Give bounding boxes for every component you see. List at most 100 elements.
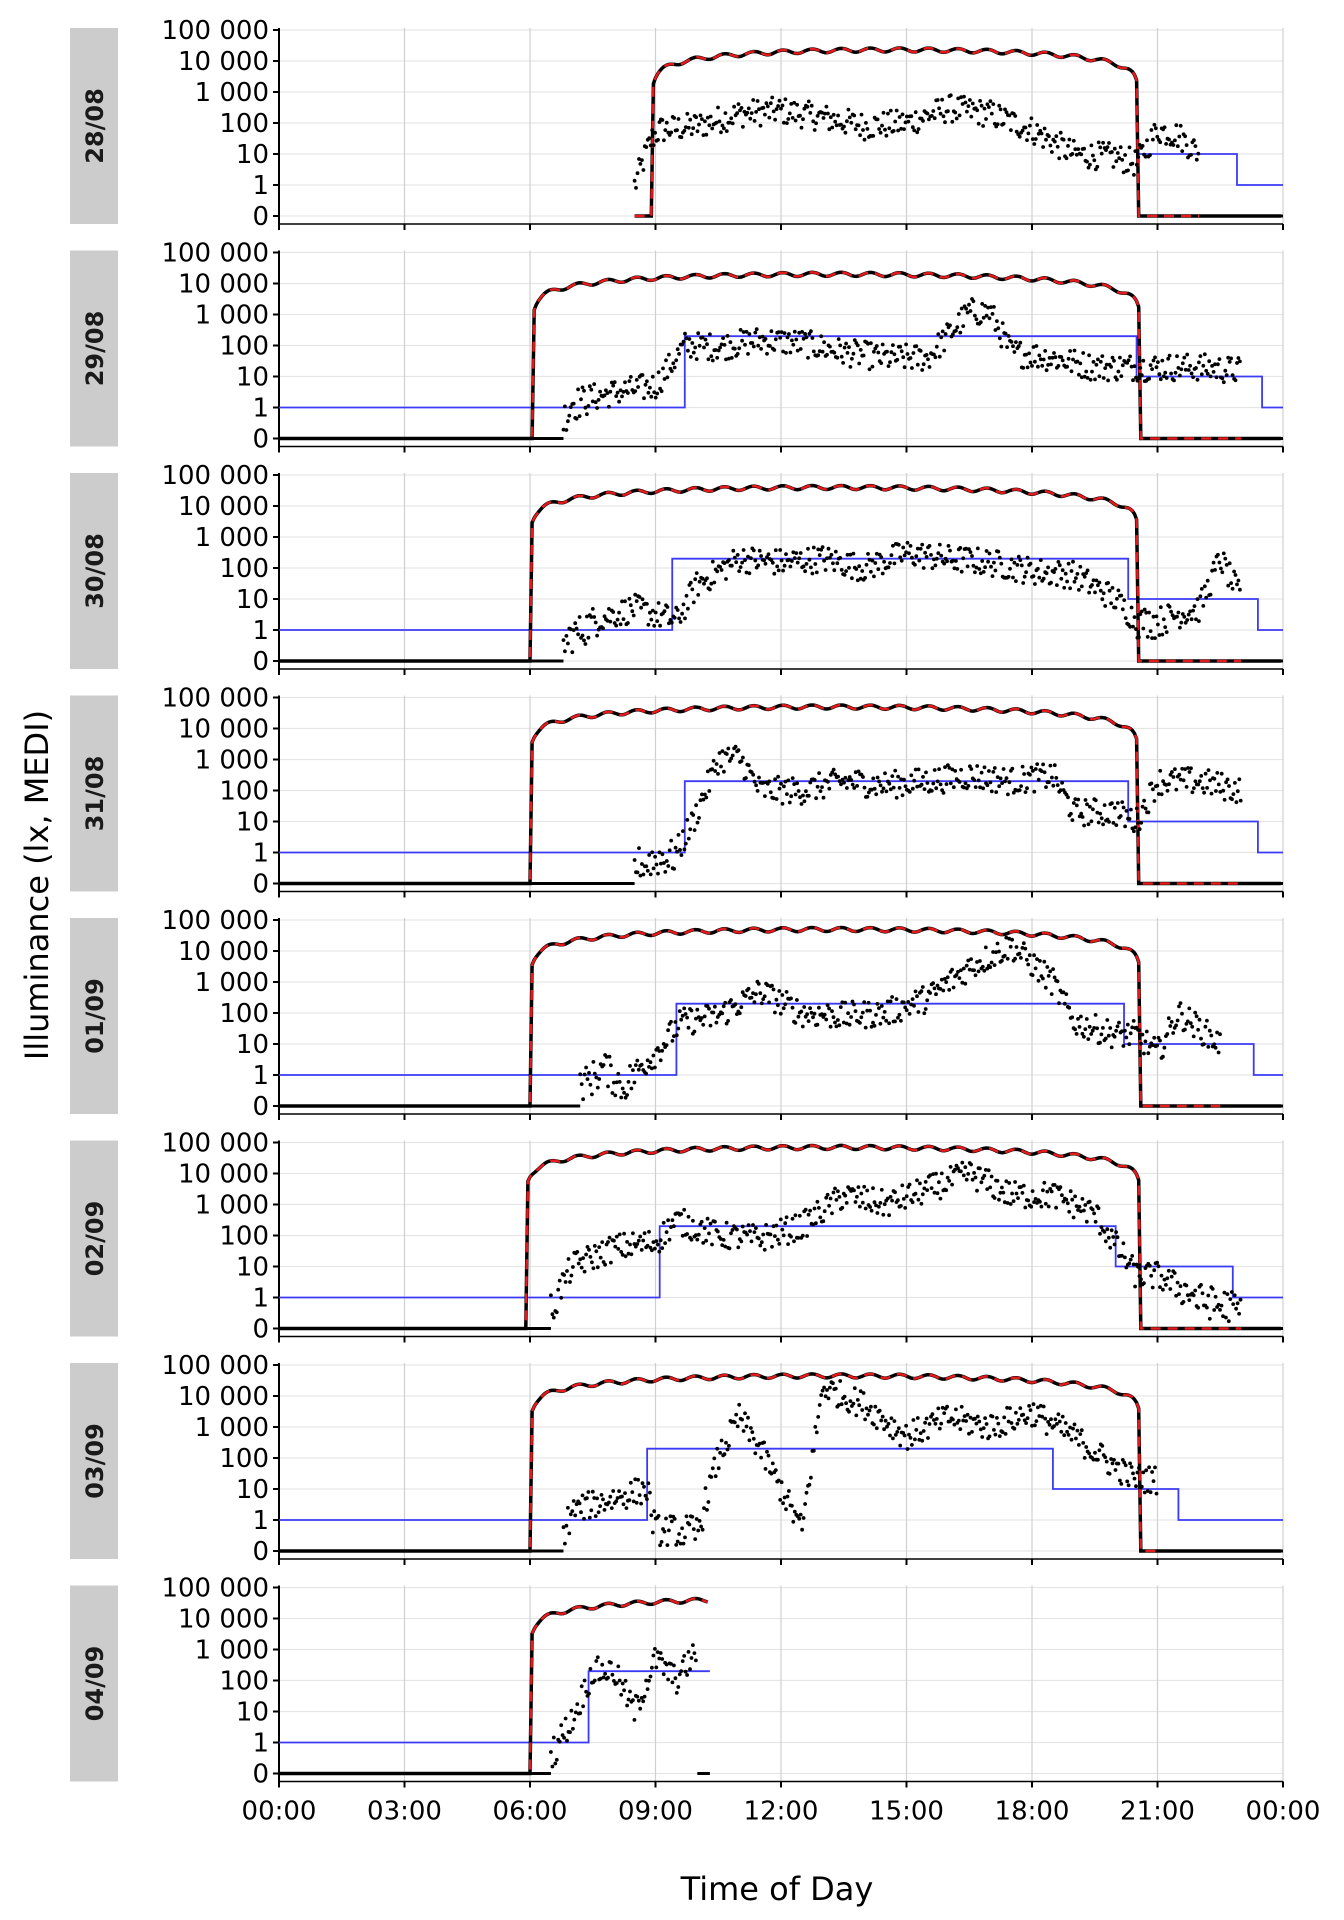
data-point xyxy=(1121,1241,1126,1246)
data-point xyxy=(787,558,791,562)
data-point xyxy=(1210,1287,1215,1291)
data-point xyxy=(1071,1426,1075,1431)
data-point xyxy=(676,1685,681,1689)
data-point xyxy=(645,868,650,873)
data-point xyxy=(889,553,894,558)
data-point xyxy=(637,595,642,599)
data-point xyxy=(630,1490,635,1494)
data-point xyxy=(1191,1034,1196,1039)
data-point xyxy=(1096,140,1101,145)
data-point xyxy=(1027,1404,1031,1408)
data-point xyxy=(1175,614,1179,619)
data-point xyxy=(923,1420,927,1425)
data-point xyxy=(824,1195,829,1200)
data-point xyxy=(585,614,589,619)
data-point xyxy=(815,1199,820,1204)
data-point xyxy=(841,361,845,365)
data-point xyxy=(634,378,639,382)
data-point xyxy=(658,1543,662,1548)
data-point xyxy=(639,1248,644,1252)
y-tick-label: 1 000 xyxy=(195,746,269,776)
data-point xyxy=(789,996,793,1001)
data-point xyxy=(698,113,703,118)
data-point xyxy=(978,320,983,325)
data-point xyxy=(992,1196,997,1200)
data-point xyxy=(635,1242,640,1246)
data-point xyxy=(667,1528,671,1533)
data-point xyxy=(619,1692,624,1697)
data-point xyxy=(728,340,733,345)
data-point xyxy=(1021,581,1026,585)
data-point xyxy=(837,1023,842,1028)
data-point xyxy=(1096,1206,1101,1211)
data-point xyxy=(612,380,617,385)
data-point xyxy=(1104,1459,1109,1464)
data-point xyxy=(723,1244,728,1249)
data-point xyxy=(994,790,999,794)
data-point xyxy=(1069,369,1074,374)
data-point xyxy=(591,1060,596,1064)
y-tick-label: 0 xyxy=(252,1760,269,1790)
data-point xyxy=(1020,128,1025,133)
data-point xyxy=(790,1503,794,1508)
data-point xyxy=(1172,378,1176,383)
data-point xyxy=(587,1071,591,1075)
data-point xyxy=(1032,953,1036,958)
facet-label: 31/08 xyxy=(81,756,109,832)
data-point xyxy=(1149,1273,1154,1278)
data-point xyxy=(727,356,731,361)
data-point xyxy=(647,1678,651,1683)
data-point xyxy=(791,550,796,555)
data-point xyxy=(1034,344,1039,348)
data-point xyxy=(732,1420,737,1425)
data-point xyxy=(1069,1437,1074,1442)
data-point xyxy=(713,1474,718,1479)
data-point xyxy=(915,994,919,999)
data-point xyxy=(961,1173,966,1178)
data-point xyxy=(923,1007,928,1011)
data-point xyxy=(1142,1490,1147,1495)
data-point xyxy=(1218,1308,1222,1312)
data-point xyxy=(934,1171,938,1176)
data-point xyxy=(585,1077,590,1081)
data-point xyxy=(1235,1301,1240,1306)
data-point xyxy=(846,778,851,782)
data-point xyxy=(970,554,974,558)
data-point xyxy=(861,1391,866,1395)
data-point xyxy=(1037,353,1042,358)
data-point xyxy=(784,1507,788,1512)
data-point xyxy=(705,769,710,774)
data-point xyxy=(1078,361,1083,366)
data-point xyxy=(1004,935,1009,940)
data-point xyxy=(1125,1022,1130,1027)
data-point xyxy=(1196,782,1201,787)
data-point xyxy=(658,1651,663,1655)
data-point xyxy=(593,400,598,405)
data-point xyxy=(715,1446,720,1451)
data-point xyxy=(666,864,671,868)
data-point xyxy=(1139,373,1144,378)
data-point xyxy=(1195,377,1200,382)
data-point xyxy=(1193,779,1198,784)
data-point xyxy=(765,983,770,988)
data-point xyxy=(826,1396,831,1401)
data-point xyxy=(1095,810,1100,815)
data-point xyxy=(1123,153,1127,157)
data-point xyxy=(874,1426,879,1431)
data-point xyxy=(820,545,825,549)
measured-points xyxy=(561,540,1242,655)
data-point xyxy=(857,564,862,569)
data-point xyxy=(932,557,936,562)
data-point xyxy=(1033,966,1038,971)
data-point xyxy=(864,562,869,567)
data-point xyxy=(689,132,694,137)
data-point xyxy=(719,130,723,135)
data-point xyxy=(571,401,576,406)
data-point xyxy=(644,864,649,869)
data-point xyxy=(617,1080,622,1084)
data-point xyxy=(1135,1470,1140,1475)
data-point xyxy=(919,1201,924,1206)
data-point xyxy=(845,119,849,124)
data-point xyxy=(967,1431,971,1436)
data-point xyxy=(1080,1197,1085,1201)
